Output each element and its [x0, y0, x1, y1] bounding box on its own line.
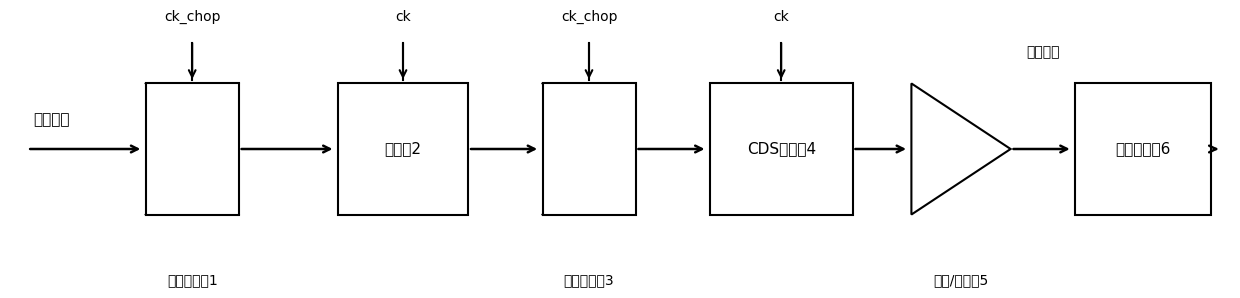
Text: 斩波调制器1: 斩波调制器1 [167, 273, 217, 287]
Text: ck: ck [774, 10, 789, 24]
Text: ck_chop: ck_chop [560, 10, 618, 24]
Bar [1075, 83, 1211, 215]
Text: 低通滤波器6: 低通滤波器6 [1116, 142, 1171, 156]
Text: 信号输入: 信号输入 [33, 112, 69, 127]
Text: ck: ck [396, 10, 410, 24]
Bar [709, 83, 853, 215]
Text: 采样器2: 采样器2 [384, 142, 422, 156]
Text: CDS采样器4: CDS采样器4 [746, 142, 816, 156]
Bar [543, 83, 635, 215]
Bar [337, 83, 469, 215]
Text: ck_chop: ck_chop [164, 10, 221, 24]
Text: 信号输出: 信号输出 [1025, 46, 1060, 60]
Text: 斩波解调器3: 斩波解调器3 [564, 273, 614, 287]
Bar [146, 83, 238, 215]
Text: 放大/积分器5: 放大/积分器5 [934, 273, 988, 287]
Polygon shape [911, 83, 1011, 215]
